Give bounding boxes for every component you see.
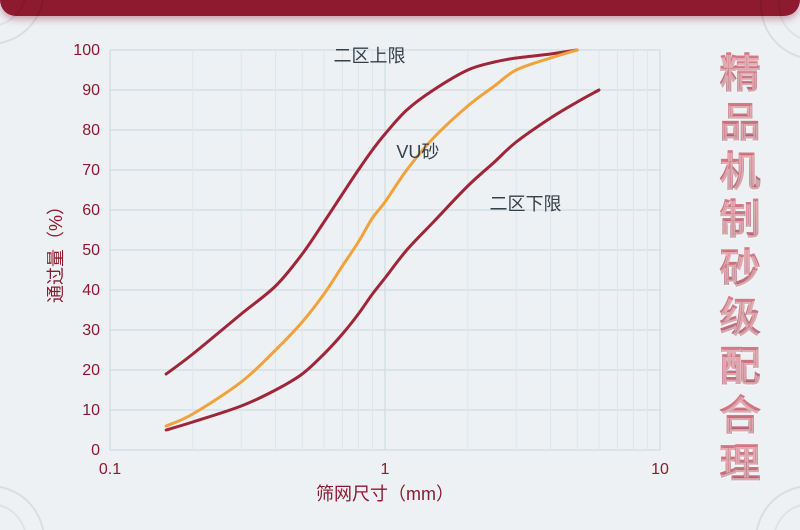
x-tick-label: 10 [651, 461, 669, 478]
vertical-title-char: 制 [710, 196, 770, 245]
y-tick-label: 20 [82, 362, 100, 379]
y-axis-title: 通过量（%） [46, 197, 66, 303]
y-tick-label: 100 [73, 42, 100, 59]
vertical-title-char: 砂 [710, 245, 770, 294]
series-label-vu: VU砂 [396, 142, 439, 162]
y-tick-label: 10 [82, 402, 100, 419]
y-tick-label: 30 [82, 322, 100, 339]
corner-ring-br [755, 485, 800, 530]
x-tick-label: 0.1 [99, 461, 121, 478]
vertical-title-char: 品 [710, 99, 770, 148]
series-lower [166, 90, 599, 430]
vertical-title-char: 理 [710, 440, 770, 489]
y-tick-label: 50 [82, 242, 100, 259]
graphic-frame: 二区上限 VU砂二区下限 0 10 20 30 40 50 60 70 80 90 100 0.1 1 10… [0, 0, 800, 530]
x-tick-label: 1 [381, 461, 390, 478]
y-tick-label: 70 [82, 162, 100, 179]
series-label-lower: 二区下限 [490, 194, 562, 214]
vertical-title-char: 机 [710, 148, 770, 197]
y-tick-label: 40 [82, 282, 100, 299]
vertical-title: 精品机制砂级配合理 [710, 50, 770, 489]
vertical-title-char: 精 [710, 50, 770, 99]
vertical-title-char: 级 [710, 294, 770, 343]
corner-ring-bl [0, 485, 45, 530]
vertical-title-char: 配 [710, 343, 770, 392]
vertical-title-char: 合 [710, 392, 770, 441]
series-label-upper: 二区上限 [334, 46, 406, 66]
gradation-chart: 二区上限 VU砂二区下限 0 10 20 30 40 50 60 70 80 90 100 0.1 1 10… [40, 40, 680, 510]
y-tick-label: 90 [82, 82, 100, 99]
x-axis-title: 筛网尺寸（mm） [316, 484, 454, 504]
y-tick-label: 80 [82, 122, 100, 139]
y-tick-label: 0 [91, 442, 100, 459]
chart-container: 二区上限 VU砂二区下限 0 10 20 30 40 50 60 70 80 90 100 0.1 1 10… [40, 40, 680, 510]
top-border-bar [0, 0, 800, 16]
y-tick-label: 60 [82, 202, 100, 219]
